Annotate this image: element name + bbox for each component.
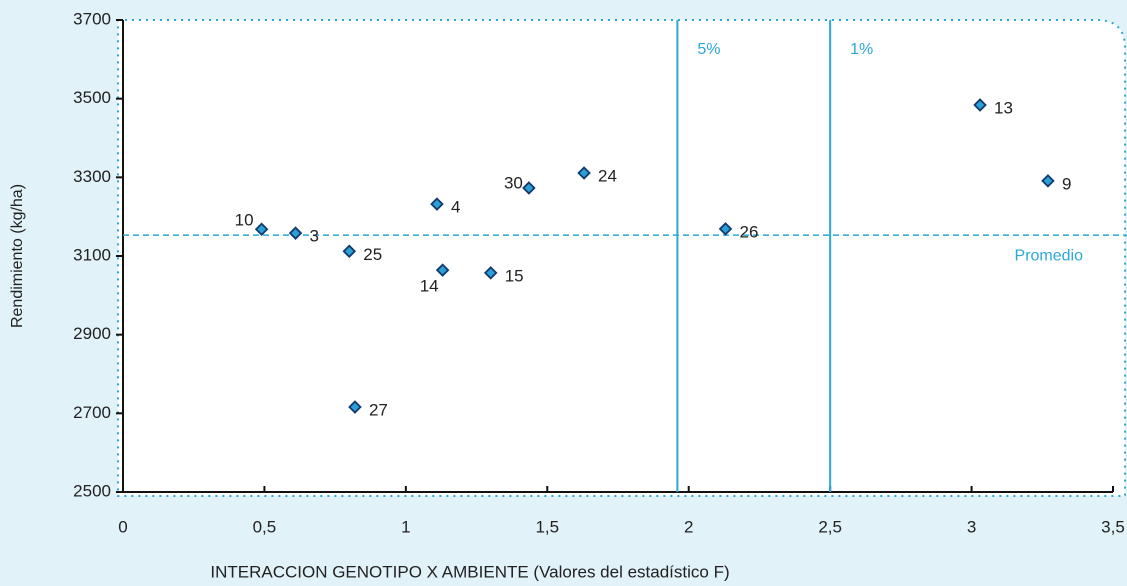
data-point [430,197,444,211]
point-label: 13 [994,98,1013,117]
point-label: 24 [598,166,617,185]
x-tick-label: 1,5 [535,517,559,536]
data-point [483,266,498,280]
x-axis-title: INTERACCION GENOTIPO X AMBIENTE (Valores… [210,562,729,581]
data-point [522,181,536,195]
data-point [1041,174,1055,188]
data-point [348,400,362,414]
reference-label: 1% [850,41,873,58]
x-tick-label: 3,5 [1101,517,1125,536]
point-label: 3 [310,227,319,246]
data-point [288,226,303,240]
point-label: 26 [739,222,758,241]
plot-area [117,19,1126,497]
x-tick-label: 0 [118,517,127,536]
point-label: 9 [1062,174,1071,193]
y-tick-label: 3300 [73,167,111,186]
y-tick-label: 2700 [73,403,111,422]
point-label: 25 [363,245,382,264]
y-tick-label: 3700 [73,9,111,28]
x-tick-label: 0,5 [253,517,277,536]
data-point [254,222,269,237]
point-label: 27 [369,401,388,420]
point-label: 14 [420,277,439,296]
point-label: 15 [505,266,524,285]
point-label: 4 [451,198,460,217]
x-tick-label: 3 [967,517,976,536]
x-tick-label: 2 [684,517,693,536]
y-axis-title: Rendimiento (kg/ha) [9,184,26,328]
point-label: 30 [504,173,523,192]
data-point [577,166,591,180]
y-tick-label: 2900 [73,324,111,343]
point-label: 10 [235,211,254,230]
reference-label: Promedio [1015,247,1084,264]
data-point [435,263,450,277]
x-tick-label: 1 [401,517,410,536]
data-point [342,244,357,259]
y-tick-label: 3500 [73,88,111,107]
x-tick-label: 2,5 [818,517,842,536]
y-tick-label: 2500 [73,481,111,500]
data-point [973,98,987,112]
reference-label: 5% [697,41,720,58]
data-point [718,222,733,236]
y-tick-label: 3100 [73,245,111,264]
